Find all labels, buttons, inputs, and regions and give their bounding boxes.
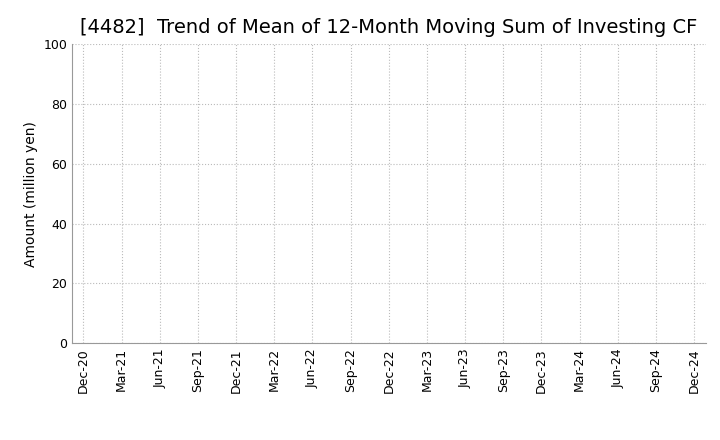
Y-axis label: Amount (million yen): Amount (million yen)	[24, 121, 37, 267]
Title: [4482]  Trend of Mean of 12-Month Moving Sum of Investing CF: [4482] Trend of Mean of 12-Month Moving …	[80, 18, 698, 37]
